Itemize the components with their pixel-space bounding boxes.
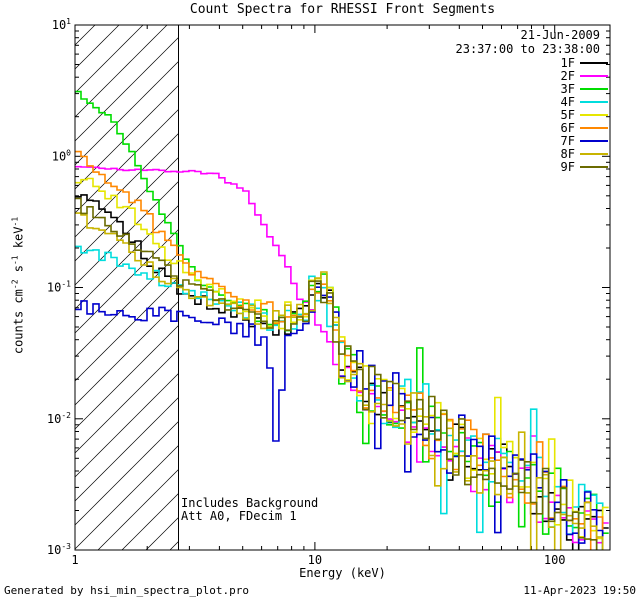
legend-color-line bbox=[580, 87, 608, 90]
legend-item-6F: 6F bbox=[560, 120, 608, 135]
series-line-8F bbox=[75, 212, 604, 550]
y-axis-label-sup: -1 bbox=[10, 216, 20, 227]
annotation-includes-background: Includes Background bbox=[181, 496, 319, 510]
y-tick-label: 10-3 bbox=[47, 542, 71, 557]
legend-color-line bbox=[580, 152, 608, 155]
y-tick-label: 10-1 bbox=[47, 280, 71, 295]
legend-color-line bbox=[580, 165, 608, 168]
legend-item-7F: 7F bbox=[560, 133, 608, 148]
legend-label: 9F bbox=[560, 159, 575, 174]
x-axis-label: Energy (keV) bbox=[299, 566, 386, 580]
y-axis-label-part: s bbox=[11, 265, 26, 280]
generated-by-text: Generated by hsi_min_spectra_plot.pro bbox=[4, 584, 250, 597]
legend-label: 5F bbox=[560, 107, 575, 122]
legend-item-3F: 3F bbox=[560, 81, 608, 96]
legend-label: 8F bbox=[560, 146, 575, 161]
y-axis-label-part: keV bbox=[11, 226, 26, 256]
legend-color-line bbox=[580, 74, 608, 77]
y-axis-label-sup: -2 bbox=[10, 279, 20, 290]
y-tick-label: 101 bbox=[52, 17, 71, 32]
x-tick-label: 10 bbox=[308, 553, 322, 567]
chart-title: Count Spectra for RHESSI Front Segments bbox=[189, 2, 496, 17]
legend-color-line bbox=[580, 126, 608, 129]
legend-label: 1F bbox=[560, 55, 575, 70]
observation-date: 21-Jun-2009 bbox=[520, 28, 600, 42]
legend-label: 6F bbox=[560, 120, 575, 135]
y-tick-label: 100 bbox=[52, 148, 71, 163]
legend-color-line bbox=[580, 61, 608, 64]
annotation-attenuator-state: Att A0, FDecim 1 bbox=[181, 509, 297, 523]
x-tick-label: 100 bbox=[544, 553, 566, 567]
series-group bbox=[75, 90, 609, 550]
legend-color-line bbox=[580, 100, 608, 103]
legend-color-line bbox=[580, 113, 608, 116]
y-axis-label: counts cm-2 s-1 keV-1 bbox=[11, 136, 26, 436]
legend-item-2F: 2F bbox=[560, 68, 608, 83]
legend: 1F 2F 3F 4F 5F 6F 7F 8F 9F bbox=[560, 55, 608, 174]
low-energy-hatch-region bbox=[75, 25, 179, 550]
series-line-9F bbox=[75, 197, 598, 550]
x-tick-label: 1 bbox=[71, 553, 78, 567]
legend-color-line bbox=[580, 139, 608, 142]
legend-item-1F: 1F bbox=[560, 55, 608, 70]
y-axis-label-part: counts cm bbox=[11, 289, 26, 355]
y-axis-label-sup: -1 bbox=[10, 255, 20, 266]
legend-label: 2F bbox=[560, 68, 575, 83]
legend-item-8F: 8F bbox=[560, 146, 608, 161]
observation-time-range: 23:37:00 to 23:38:00 bbox=[455, 42, 601, 56]
y-tick-label: 10-2 bbox=[47, 411, 71, 426]
legend-label: 4F bbox=[560, 94, 575, 109]
legend-item-4F: 4F bbox=[560, 94, 608, 109]
legend-label: 7F bbox=[560, 133, 575, 148]
plot-frame bbox=[74, 24, 611, 551]
legend-item-5F: 5F bbox=[560, 107, 608, 122]
legend-item-9F: 9F bbox=[560, 159, 608, 174]
legend-label: 3F bbox=[560, 81, 575, 96]
render-timestamp: 11-Apr-2023 19:50 bbox=[523, 584, 636, 597]
